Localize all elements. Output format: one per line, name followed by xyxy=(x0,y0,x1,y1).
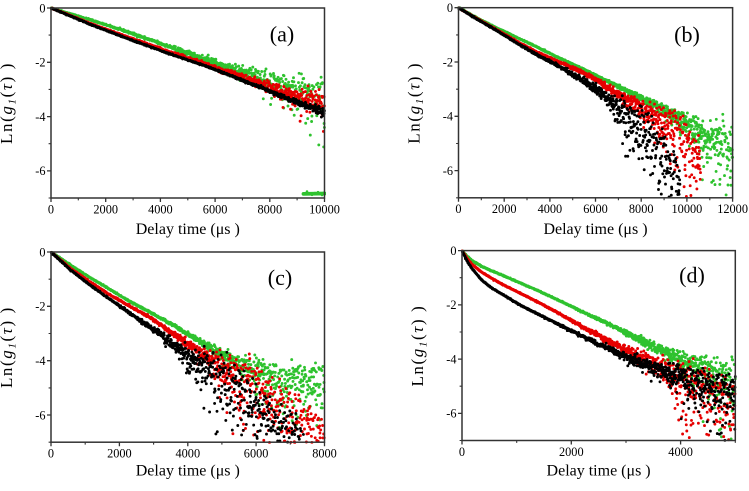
svg-text:4000: 4000 xyxy=(148,202,173,216)
svg-text:2000: 2000 xyxy=(492,202,517,216)
svg-text:10000: 10000 xyxy=(309,202,340,216)
svg-text:Ln(g1(τ) ): Ln(g1(τ) ) xyxy=(0,62,19,144)
svg-text:8000: 8000 xyxy=(629,202,654,216)
svg-text:4000: 4000 xyxy=(668,445,693,459)
svg-text:8000: 8000 xyxy=(258,202,283,216)
svg-text:-4: -4 xyxy=(35,110,45,124)
svg-text:-6: -6 xyxy=(35,408,45,422)
svg-text:0: 0 xyxy=(455,202,461,216)
svg-text:6000: 6000 xyxy=(244,447,269,461)
svg-text:Ln(g1(τ) ): Ln(g1(τ) ) xyxy=(0,306,19,388)
svg-text:6000: 6000 xyxy=(583,202,608,216)
svg-text:Delay time (μs ): Delay time (μs ) xyxy=(136,221,240,238)
svg-text:2000: 2000 xyxy=(107,447,132,461)
svg-text:-4: -4 xyxy=(446,352,456,366)
svg-text:-6: -6 xyxy=(446,407,456,421)
svg-text:0: 0 xyxy=(447,1,453,15)
svg-text:10000: 10000 xyxy=(672,202,703,216)
svg-text:-6: -6 xyxy=(443,164,453,178)
svg-text:4000: 4000 xyxy=(176,447,201,461)
svg-text:4000: 4000 xyxy=(538,202,563,216)
svg-text:0: 0 xyxy=(459,445,465,459)
svg-text:Ln(g1(τ) ): Ln(g1(τ) ) xyxy=(408,305,430,387)
svg-text:0: 0 xyxy=(48,202,54,216)
svg-text:-2: -2 xyxy=(35,300,45,314)
svg-text:-6: -6 xyxy=(35,164,45,178)
svg-text:2000: 2000 xyxy=(559,445,584,459)
svg-text:-4: -4 xyxy=(35,354,45,368)
svg-text:0: 0 xyxy=(39,245,45,259)
svg-text:Delay time (μs ): Delay time (μs ) xyxy=(136,462,240,479)
svg-text:Ln(g1(τ) ): Ln(g1(τ) ) xyxy=(405,62,427,144)
svg-text:(d): (d) xyxy=(679,263,705,288)
svg-text:(b): (b) xyxy=(674,22,700,47)
svg-text:(c): (c) xyxy=(268,265,292,290)
svg-text:Delay time (μs ): Delay time (μs ) xyxy=(547,462,651,479)
svg-text:-2: -2 xyxy=(35,56,45,70)
svg-text:-2: -2 xyxy=(443,55,453,69)
svg-text:(a): (a) xyxy=(270,22,294,47)
svg-text:6000: 6000 xyxy=(203,202,228,216)
svg-text:12000: 12000 xyxy=(717,202,748,216)
svg-text:-2: -2 xyxy=(446,298,456,312)
svg-text:8000: 8000 xyxy=(312,447,337,461)
svg-text:-4: -4 xyxy=(443,110,453,124)
svg-text:0: 0 xyxy=(450,244,456,258)
svg-text:Delay time (μs ): Delay time (μs ) xyxy=(543,221,647,238)
svg-text:2000: 2000 xyxy=(93,202,118,216)
svg-text:0: 0 xyxy=(48,447,54,461)
svg-text:0: 0 xyxy=(39,1,45,15)
